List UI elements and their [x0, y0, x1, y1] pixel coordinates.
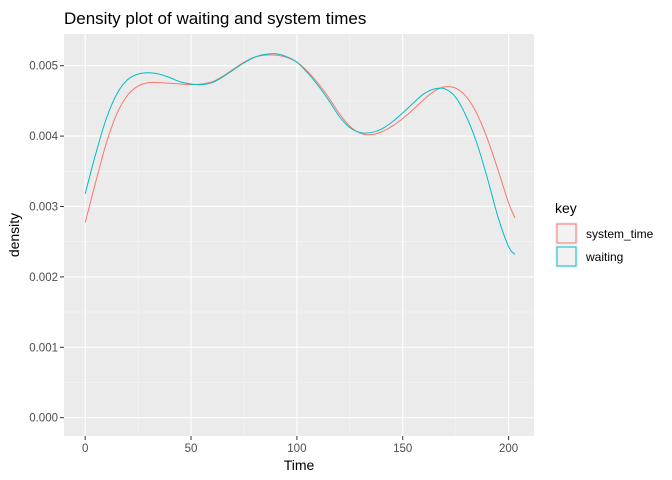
legend-item-waiting-label: waiting	[585, 250, 623, 264]
x-axis-ticks: 0 50 100 150 200	[82, 436, 518, 455]
series-line-waiting	[84, 53, 516, 255]
legend-title: key	[555, 200, 577, 216]
y-tick-label: 0.004	[29, 131, 58, 143]
density-lines	[84, 53, 516, 255]
x-axis-title: Time	[284, 457, 315, 473]
legend-item-system-time-key	[555, 222, 578, 245]
minor-gridlines	[64, 34, 534, 436]
y-tick-label: 0.002	[29, 272, 58, 284]
legend-item-waiting-key	[555, 245, 578, 268]
y-axis-ticks: 0.000 0.001 0.002 0.003 0.004 0.005	[29, 61, 64, 425]
x-tick-label: 200	[499, 443, 518, 455]
y-tick-label: 0.001	[29, 342, 58, 354]
x-tick-label: 150	[393, 443, 412, 455]
chart-title: Density plot of waiting and system times	[64, 9, 366, 28]
y-tick-label: 0.005	[29, 61, 58, 73]
series-line-system-time	[84, 54, 516, 223]
major-gridlines	[64, 34, 534, 436]
y-axis-title: density	[6, 213, 22, 257]
y-tick-label: 0.000	[29, 413, 58, 425]
legend-item-system-time-label: system_time	[586, 227, 654, 241]
x-tick-label: 0	[82, 443, 88, 455]
x-tick-label: 100	[287, 443, 306, 455]
legend-item-system-time-swatch	[556, 223, 577, 244]
x-tick-label: 50	[185, 443, 198, 455]
legend-item-waiting-swatch	[556, 246, 577, 267]
y-tick-label: 0.003	[29, 201, 58, 213]
